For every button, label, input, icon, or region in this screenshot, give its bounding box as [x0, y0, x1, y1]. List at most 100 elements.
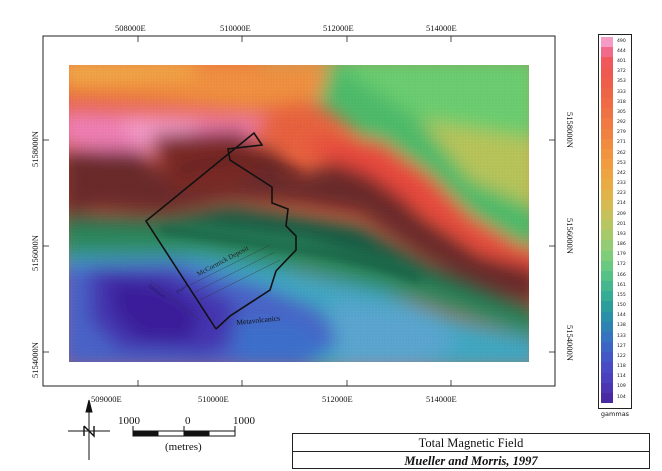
claim-boundary: [144, 131, 297, 330]
scale-label-right: 1000: [233, 415, 255, 427]
northing-label-right: 5156000N: [565, 218, 575, 254]
legend-value: 279: [617, 130, 626, 136]
legend-swatch: [601, 281, 613, 292]
legend-value: 223: [617, 191, 626, 197]
legend-swatch: [601, 250, 613, 262]
legend-value: 490: [617, 38, 626, 44]
grid-ticks: [43, 36, 555, 386]
map-title: Total Magnetic Field: [418, 436, 524, 450]
easting-label-bottom: 509000E: [91, 394, 122, 404]
legend-swatch: [601, 321, 613, 333]
legend-value: 127: [617, 343, 626, 349]
legend-swatch: [601, 148, 613, 160]
legend-value: 262: [617, 150, 626, 156]
legend-swatch: [601, 47, 613, 58]
easting-label-bottom: 510000E: [198, 394, 229, 404]
easting-label-bottom: 514000E: [426, 394, 457, 404]
legend-value: 242: [617, 170, 626, 176]
legend-swatch: [601, 118, 613, 129]
title-block: Total Magnetic Field Mueller and Morris,…: [292, 433, 650, 469]
legend-value: 109: [617, 384, 626, 390]
legend-swatch: [601, 362, 613, 373]
legend-swatch: [601, 311, 613, 323]
legend-value: 209: [617, 211, 626, 217]
legend-swatch: [601, 169, 613, 180]
legend-swatch: [601, 199, 613, 211]
scale-label-zero: 0: [185, 415, 191, 427]
legend-value: 318: [617, 99, 626, 105]
legend-swatch: [601, 67, 613, 79]
legend-value: 333: [617, 89, 626, 95]
northing-label-left: 5156000N: [30, 235, 40, 271]
legend-value: 150: [617, 303, 626, 309]
legend-swatch: [601, 372, 613, 384]
legend-value: 305: [617, 109, 626, 115]
legend-value: 401: [617, 59, 626, 65]
legend-swatch: [601, 209, 613, 221]
legend-swatch: [601, 77, 613, 89]
magnetic-field-raster: [69, 65, 529, 362]
scale-unit: (metres): [165, 441, 202, 453]
legend-value: 201: [617, 221, 626, 227]
legend-swatch: [601, 159, 613, 170]
legend-swatch: [601, 291, 613, 302]
legend-swatch: [601, 260, 613, 272]
legend-value: 372: [617, 69, 626, 75]
easting-label-top: 512000E: [323, 23, 354, 33]
legend-value: 155: [617, 292, 626, 298]
legend-value: 133: [617, 333, 626, 339]
legend-swatch: [601, 230, 613, 241]
legend-swatch: [601, 240, 613, 251]
legend-value: 138: [617, 323, 626, 329]
legend-value: 118: [617, 364, 626, 370]
legend-value: 353: [617, 79, 626, 85]
legend-swatch: [601, 220, 613, 231]
north-arrow-icon: [68, 399, 110, 460]
legend-value: 186: [617, 242, 626, 248]
legend-swatch: [601, 301, 613, 312]
legend-value: 233: [617, 181, 626, 187]
easting-label-top: 514000E: [426, 23, 457, 33]
legend-value: 292: [617, 120, 626, 126]
legend-value: 179: [617, 252, 626, 258]
legend-value: 104: [617, 394, 626, 400]
legend-value: 172: [617, 262, 626, 268]
legend-value: 114: [617, 374, 626, 380]
northing-label-right: 5154000N: [565, 325, 575, 361]
legend-value: 122: [617, 353, 626, 359]
legend-value: 444: [617, 48, 626, 54]
legend-swatch: [601, 128, 613, 140]
legend-swatch: [601, 138, 613, 150]
easting-label-top: 508000E: [115, 23, 146, 33]
legend-swatch: [601, 392, 613, 404]
scale-bar: [132, 426, 236, 437]
legend-swatch: [601, 382, 613, 394]
easting-label-bottom: 512000E: [322, 394, 353, 404]
legend-value: 271: [617, 140, 626, 146]
northing-label-left: 5154000N: [30, 342, 40, 378]
legend-swatch: [601, 352, 613, 363]
legend-swatch: [601, 189, 613, 201]
northing-label-left: 5158000N: [30, 131, 40, 167]
legend-swatch: [601, 179, 613, 190]
legend-value: 253: [617, 160, 626, 166]
legend-value: 161: [617, 282, 626, 288]
legend-value: 166: [617, 272, 626, 278]
geology-lines: [149, 244, 281, 321]
legend-value: 144: [617, 313, 626, 319]
easting-label-top: 510000E: [220, 23, 251, 33]
legend-swatch: [601, 342, 613, 353]
legend-swatch: [601, 270, 613, 282]
legend-swatch: [601, 98, 613, 109]
legend-value: 193: [617, 231, 626, 237]
map-source: Mueller and Morris, 1997: [404, 454, 538, 468]
legend-swatch: [601, 331, 613, 343]
legend-swatch: [601, 57, 613, 68]
legend-swatch: [601, 87, 613, 99]
northing-label-right: 5158000N: [565, 112, 575, 148]
legend-value: 214: [617, 201, 626, 207]
legend-swatches: [601, 37, 613, 404]
title-divider: [293, 451, 649, 452]
scale-label-left: 1000: [118, 415, 140, 427]
legend-swatch: [601, 37, 613, 48]
